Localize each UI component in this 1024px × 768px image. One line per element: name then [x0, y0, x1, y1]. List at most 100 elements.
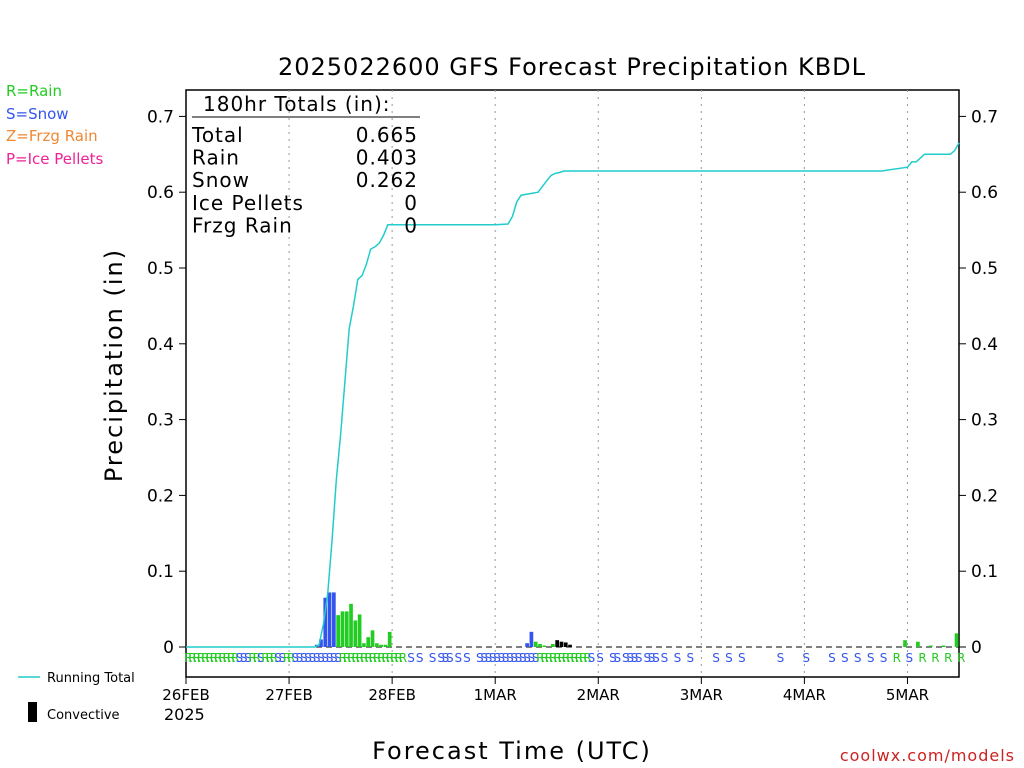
bar-snow	[323, 597, 328, 647]
ptype-letter: R	[253, 651, 261, 665]
ptype-letter: S	[523, 651, 531, 665]
y-tick-label: 0.1	[147, 562, 174, 582]
ptype-letter: R	[188, 651, 196, 665]
bar-rain	[387, 631, 392, 647]
ptype-letter: S	[674, 651, 682, 665]
ptype-letter: S	[515, 651, 523, 665]
ptype-letter: R	[347, 651, 355, 665]
ptype-letter: S	[317, 651, 325, 665]
x-axis-label: Forecast Time (UTC)	[372, 737, 652, 765]
ptype-letter: S	[613, 651, 621, 665]
ptype-letter: S	[506, 651, 514, 665]
bar-snow	[525, 643, 529, 647]
ptype-letter: R	[214, 651, 222, 665]
ptype-letter: R	[248, 651, 256, 665]
ptype-letter: R	[283, 651, 291, 665]
x-tick-label: 1MAR	[474, 686, 517, 704]
ptype-letter: S	[588, 651, 596, 665]
ptype-letter: R	[270, 651, 278, 665]
legend-convective: Convective	[47, 708, 120, 723]
ptype-letter: R	[351, 651, 359, 665]
bar-rain	[362, 643, 366, 647]
ptype-letter: S	[278, 651, 286, 665]
bar-rain	[903, 640, 907, 647]
legend-snow: S=Snow	[6, 105, 69, 123]
y-tick-label-right: 0.1	[971, 562, 998, 582]
ptype-letter: R	[390, 651, 398, 665]
bar-convective	[555, 640, 560, 647]
bar-snow	[327, 592, 332, 647]
ptype-letter: S	[309, 651, 317, 665]
ptype-letter: S	[455, 651, 463, 665]
bar-rain	[370, 630, 375, 647]
ptype-letter: S	[244, 651, 252, 665]
legend-convective-swatch	[28, 702, 37, 722]
totals-header: 180hr Totals (in):	[203, 92, 391, 116]
ptype-letter: S	[510, 651, 518, 665]
ptype-letter: R	[201, 651, 209, 665]
ptype-letter: S	[334, 651, 342, 665]
y-tick-label: 0.3	[147, 411, 174, 431]
bar-snow	[529, 631, 534, 647]
ptype-letter: S	[622, 651, 630, 665]
ptype-letter: S	[802, 651, 810, 665]
ptype-letter: S	[497, 651, 505, 665]
ptype-letter: R	[386, 651, 394, 665]
bar-rain	[357, 614, 362, 647]
ptype-letter: S	[313, 651, 321, 665]
ptype-letter: S	[686, 651, 694, 665]
running-total-line	[186, 142, 960, 648]
bar-rain	[374, 643, 379, 647]
ptype-letter: R	[540, 651, 548, 665]
ptype-letter: S	[712, 651, 720, 665]
ptype-letter: R	[562, 651, 570, 665]
ptype-letter: S	[828, 651, 836, 665]
x-year-label: 2025	[164, 705, 205, 724]
ptype-letter: S	[635, 651, 643, 665]
bar-rain	[336, 615, 340, 647]
bar-rain	[353, 620, 358, 647]
ptype-letter: S	[854, 651, 862, 665]
ptype-letter: R	[356, 651, 364, 665]
ptype-row: RRRRRRRRRRRRSSSRRSRRRSSRRSSSSSSSSSSSRRRR…	[184, 651, 965, 665]
bar-rain	[542, 645, 547, 647]
ptype-letter: S	[476, 651, 484, 665]
ptype-letter: R	[957, 651, 965, 665]
totals-label: Rain	[192, 146, 240, 170]
totals-value: 0.665	[356, 123, 418, 147]
bar-rain	[340, 611, 345, 647]
ptype-letter: R	[545, 651, 553, 665]
ptype-letter: S	[532, 651, 540, 665]
totals-box: 180hr Totals (in): Total 0.665 Rain 0.403 Sn…	[191, 92, 420, 237]
ptype-letter: S	[240, 651, 248, 665]
bar-rain	[533, 641, 538, 647]
legend-frzg-rain: Z=Frzg Rain	[6, 127, 98, 145]
x-ticks: 26FEB 27FEB 28FEB 1MAR 2MAR 3MAR 4MAR 5MAR	[162, 677, 929, 704]
ptype-letter: R	[369, 651, 377, 665]
y-tick-label: 0.7	[147, 107, 174, 127]
y-ticks: 0 00.1 0.10.2 0.20.3 0.30.4 0.40.5 0.50.6 0.60.…	[147, 107, 998, 658]
bar-rain	[344, 611, 349, 647]
ptype-letter: S	[738, 651, 746, 665]
ptype-letter: S	[502, 651, 510, 665]
legend-ice-pellets: P=Ice Pellets	[6, 150, 103, 168]
bar-rain	[954, 633, 959, 647]
bar-rain	[916, 641, 920, 647]
ptype-letter: R	[184, 651, 192, 665]
ptype-letter: S	[300, 651, 308, 665]
ptype-letter: S	[291, 651, 299, 665]
y-tick-label: 0.6	[147, 183, 174, 203]
ptype-letter: S	[257, 651, 265, 665]
bar-rain	[383, 644, 388, 647]
ptype-letter: S	[442, 651, 450, 665]
ptype-letter: S	[485, 651, 493, 665]
bar-rain	[928, 645, 933, 647]
ptype-letter: S	[446, 651, 454, 665]
ptype-letter: R	[382, 651, 390, 665]
chart-title: 2025022600 GFS Forecast Precipitation KB…	[278, 53, 866, 81]
totals-label: Frzg Rain	[192, 213, 293, 237]
x-tick-label: 3MAR	[680, 686, 723, 704]
legend-running-total: Running Total	[47, 671, 135, 686]
precip-bars	[314, 592, 959, 647]
y-tick-label: 0	[163, 638, 174, 658]
